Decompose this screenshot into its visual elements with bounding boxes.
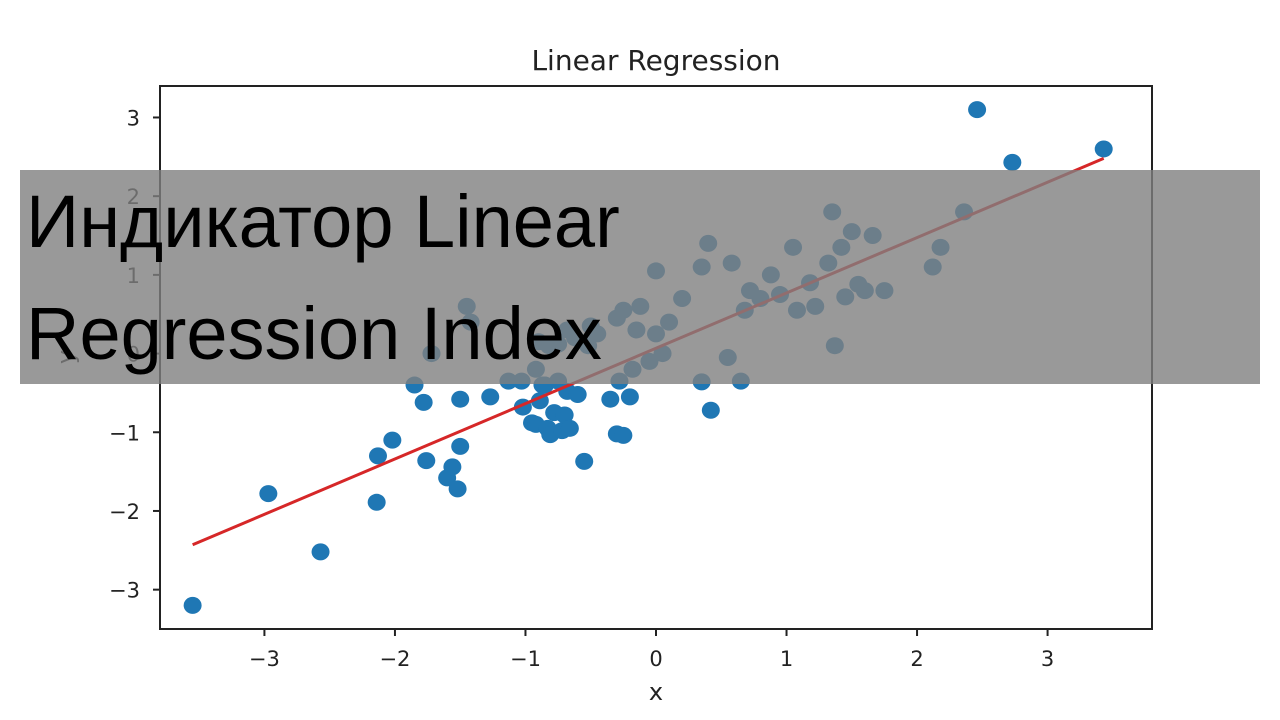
x-tick-label: 2 — [910, 647, 923, 671]
data-point — [1094, 140, 1113, 158]
y-tick-label: −1 — [109, 421, 140, 445]
data-point — [414, 393, 433, 411]
data-point — [367, 493, 386, 511]
data-point — [448, 480, 467, 498]
x-tick-label: 1 — [780, 647, 793, 671]
x-tick-label: −3 — [249, 647, 280, 671]
data-point — [701, 401, 720, 419]
y-tick-label: −3 — [109, 579, 140, 603]
data-point — [1003, 153, 1022, 171]
data-point — [443, 458, 462, 476]
y-tick-label: 3 — [127, 106, 140, 130]
data-point — [259, 485, 278, 503]
data-point — [183, 596, 202, 614]
data-point — [614, 426, 633, 444]
data-point — [311, 543, 330, 561]
y-tick-label: −2 — [109, 500, 140, 524]
data-point — [968, 101, 987, 119]
data-point — [575, 452, 594, 470]
title-banner: Индикатор Linear Regression Index — [20, 170, 1260, 384]
data-point — [451, 437, 470, 455]
x-tick-label: 0 — [649, 647, 662, 671]
data-point — [555, 406, 574, 424]
data-point — [568, 385, 587, 403]
x-tick-label: −2 — [379, 647, 410, 671]
x-axis-label: x — [649, 678, 663, 706]
data-point — [451, 390, 470, 408]
chart-title: Linear Regression — [531, 44, 780, 77]
banner-title: Индикатор Linear Regression Index — [26, 180, 620, 375]
data-point — [383, 431, 402, 449]
data-point — [417, 452, 436, 470]
x-axis: −3 −2 −1 0 1 2 3 — [249, 629, 1054, 671]
data-point — [560, 419, 579, 437]
data-point — [620, 388, 639, 406]
data-point — [601, 390, 620, 408]
x-tick-label: 3 — [1041, 647, 1054, 671]
data-point — [368, 447, 387, 465]
x-tick-label: −1 — [510, 647, 541, 671]
data-point — [481, 388, 500, 406]
